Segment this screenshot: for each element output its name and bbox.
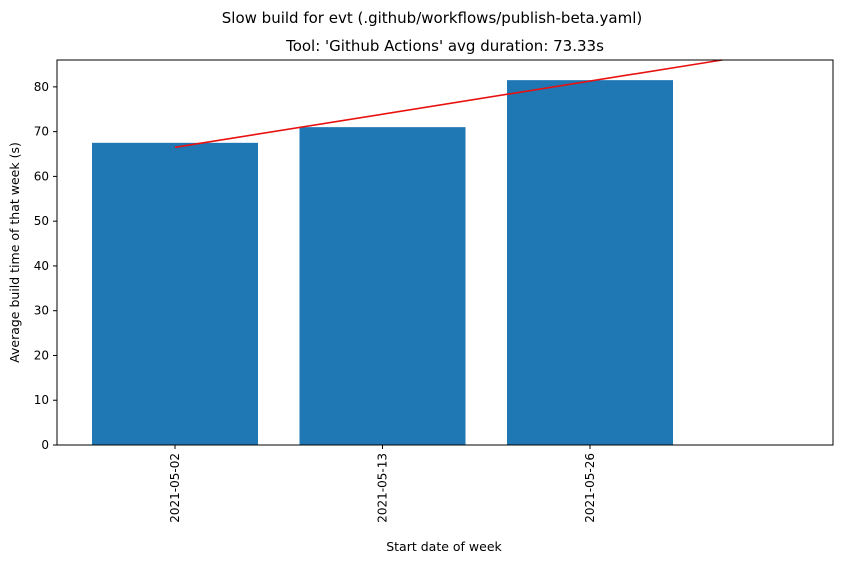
- bars-group: [92, 80, 673, 446]
- bar-2021-05-02: [92, 142, 258, 445]
- y-tick-label: 20: [34, 348, 49, 362]
- y-axis-label: Average build time of that week (s): [7, 142, 22, 363]
- x-tick-label: 2021-05-13: [376, 453, 390, 523]
- x-axis-label: Start date of week: [386, 539, 502, 554]
- bar-2021-05-13: [299, 127, 466, 446]
- y-tick-label: 70: [34, 125, 49, 139]
- x-tick-label: 2021-05-02: [168, 453, 182, 523]
- x-tick-label: 2021-05-26: [583, 453, 597, 523]
- y-axis-ticks: 0 10 20 30 40 50 60 70 80: [34, 80, 57, 452]
- plot-frame: [56, 59, 834, 446]
- y-tick-label: 60: [34, 169, 49, 183]
- y-tick-label: 30: [34, 304, 49, 318]
- trend-line: [174, 59, 723, 149]
- y-tick-label: 0: [41, 438, 49, 452]
- y-tick-label: 80: [34, 80, 49, 94]
- bar-2021-05-26: [507, 80, 673, 445]
- y-tick-label: 10: [34, 393, 49, 407]
- chart-subtitle: Tool: 'Github Actions' avg duration: 73.…: [285, 37, 604, 55]
- y-tick-label: 40: [34, 259, 49, 273]
- trend-group: [174, 59, 723, 149]
- x-axis-ticks: 2021-05-02 2021-05-13 2021-05-26: [168, 445, 597, 523]
- chart-title: Slow build for evt (.github/workflows/pu…: [222, 9, 642, 27]
- y-tick-label: 50: [34, 214, 49, 228]
